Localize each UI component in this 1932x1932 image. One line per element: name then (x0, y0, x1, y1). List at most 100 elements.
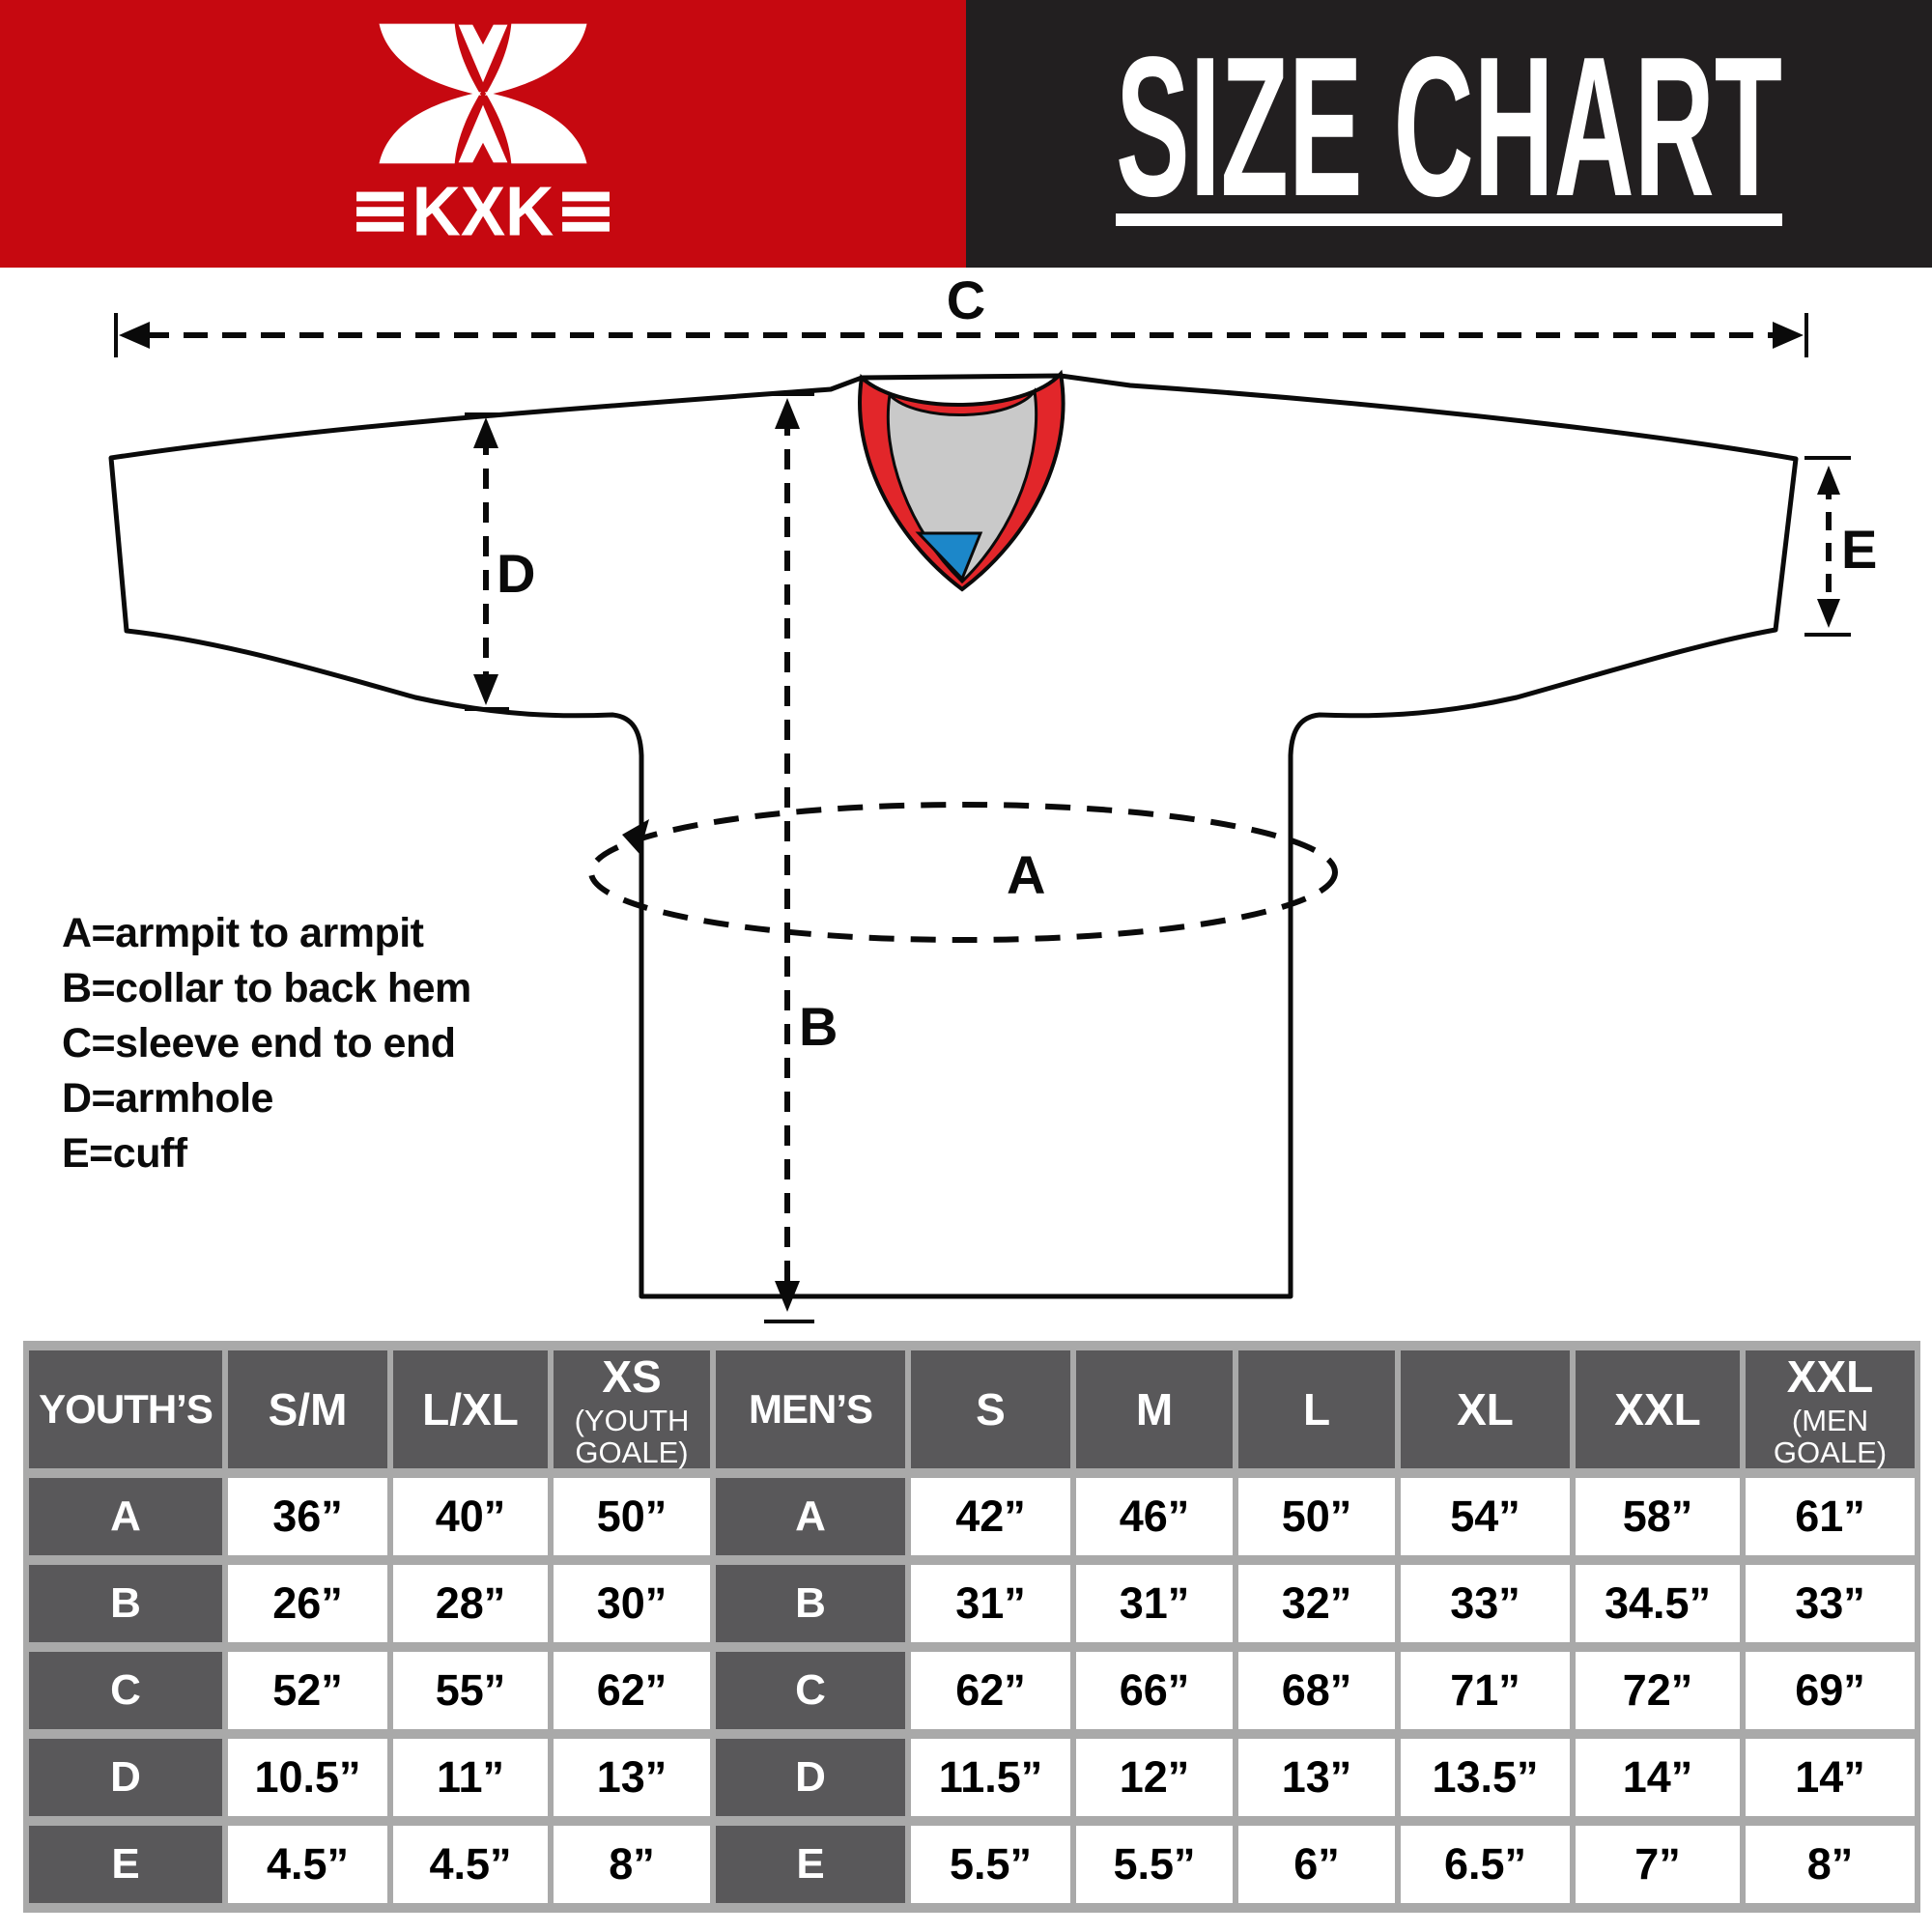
col-youths: YOUTH’S (29, 1350, 222, 1468)
ellipse-arrowhead (622, 819, 649, 854)
cell: 4.5” (228, 1826, 387, 1903)
row-d-men-key: D (716, 1739, 905, 1816)
cell: 40” (393, 1478, 548, 1555)
cell: 69” (1746, 1652, 1915, 1729)
cell: 72” (1576, 1652, 1740, 1729)
cell: 31” (1076, 1565, 1233, 1642)
dim-a-ellipse (588, 802, 1338, 943)
cell: 71” (1401, 1652, 1570, 1729)
legend-b: B=collar to back hem (62, 965, 471, 1011)
cell: 5.5” (1076, 1826, 1233, 1903)
cell: 7” (1576, 1826, 1740, 1903)
legend-d: D=armhole (62, 1075, 273, 1122)
legend-c: C=sleeve end to end (62, 1020, 456, 1066)
cell: 33” (1401, 1565, 1570, 1642)
table-row: D 10.5” 11” 13” D 11.5” 12” 13” 13.5” 14… (29, 1739, 1915, 1816)
cell: 13.5” (1401, 1739, 1570, 1816)
table-row: B 26” 28” 30” B 31” 31” 32” 33” 34.5” 33… (29, 1565, 1915, 1642)
col-youth-lxl: L/XL (393, 1350, 548, 1468)
cell: 66” (1076, 1652, 1233, 1729)
cell: 11” (393, 1739, 548, 1816)
logo-banner: KXK (0, 0, 966, 268)
cell: 30” (554, 1565, 710, 1642)
legend-e: E=cuff (62, 1130, 187, 1177)
row-b-youth-key: B (29, 1565, 222, 1642)
col-men-xxl-goalie: XXL (MEN GOALE) (1746, 1350, 1915, 1468)
col-youth-sm: S/M (228, 1350, 387, 1468)
table-row: A 36” 40” 50” A 42” 46” 50” 54” 58” 61” (29, 1478, 1915, 1555)
table-header-row: YOUTH’S S/M L/XL XS (YOUTH GOALE) MEN’S … (29, 1350, 1915, 1468)
table-row: C 52” 55” 62” C 62” 66” 68” 71” 72” 69” (29, 1652, 1915, 1729)
cell: 34.5” (1576, 1565, 1740, 1642)
title-underline (1116, 213, 1782, 226)
col-youth-xs-main: XS (602, 1351, 662, 1402)
jersey-measurement-diagram: C D B A E (108, 275, 1877, 1323)
cell: 6” (1238, 1826, 1395, 1903)
page-header: KXK SIZE CHART (0, 0, 1932, 268)
size-chart-table: YOUTH’S S/M L/XL XS (YOUTH GOALE) MEN’S … (23, 1341, 1920, 1913)
row-c-youth-key: C (29, 1652, 222, 1729)
logo-text: KXK (412, 174, 554, 249)
table-row: E 4.5” 4.5” 8” E 5.5” 5.5” 6” 6.5” 7” 8” (29, 1826, 1915, 1903)
cell: 10.5” (228, 1739, 387, 1816)
title-banner: SIZE CHART (966, 0, 1932, 268)
cell: 4.5” (393, 1826, 548, 1903)
label-a: A (1007, 844, 1045, 905)
col-men-s: S (911, 1350, 1070, 1468)
col-men-l: L (1238, 1350, 1395, 1468)
cell: 8” (1746, 1826, 1915, 1903)
cell: 61” (1746, 1478, 1915, 1555)
legend-a: A=armpit to armpit (62, 910, 424, 956)
cell: 52” (228, 1652, 387, 1729)
cell: 46” (1076, 1478, 1233, 1555)
col-men-xxl2-sub: (MEN GOALE) (1773, 1404, 1888, 1469)
cell: 55” (393, 1652, 548, 1729)
cell: 58” (1576, 1478, 1740, 1555)
row-a-youth-key: A (29, 1478, 222, 1555)
row-c-men-key: C (716, 1652, 905, 1729)
cell: 62” (554, 1652, 710, 1729)
row-e-men-key: E (716, 1826, 905, 1903)
cell: 26” (228, 1565, 387, 1642)
cell: 68” (1238, 1652, 1395, 1729)
cell: 14” (1576, 1739, 1740, 1816)
cell: 8” (554, 1826, 710, 1903)
cell: 36” (228, 1478, 387, 1555)
cell: 28” (393, 1565, 548, 1642)
label-d: D (497, 543, 535, 604)
cell: 31” (911, 1565, 1070, 1642)
title-block: SIZE CHART (1116, 15, 1782, 238)
label-c: C (947, 275, 985, 330)
row-b-men-key: B (716, 1565, 905, 1642)
col-mens: MEN’S (716, 1350, 905, 1468)
cell: 32” (1238, 1565, 1395, 1642)
collar-insert (915, 531, 983, 582)
cell: 54” (1401, 1478, 1570, 1555)
col-youth-xs-goalie: XS (YOUTH GOALE) (554, 1350, 710, 1468)
page-title: SIZE CHART (1116, 15, 1782, 238)
cell: 5.5” (911, 1826, 1070, 1903)
row-e-youth-key: E (29, 1826, 222, 1903)
cell: 62” (911, 1652, 1070, 1729)
measurement-legend: A=armpit to armpit B=collar to back hem … (62, 906, 471, 1181)
col-men-xxl: XXL (1576, 1350, 1740, 1468)
col-men-m: M (1076, 1350, 1233, 1468)
row-a-men-key: A (716, 1478, 905, 1555)
cell: 11.5” (911, 1739, 1070, 1816)
col-youth-xs-sub: (YOUTH GOALE) (574, 1404, 690, 1469)
cell: 13” (554, 1739, 710, 1816)
cell: 6.5” (1401, 1826, 1570, 1903)
cell: 42” (911, 1478, 1070, 1555)
col-men-xl: XL (1401, 1350, 1570, 1468)
cell: 12” (1076, 1739, 1233, 1816)
cell: 14” (1746, 1739, 1915, 1816)
col-men-xxl2-main: XXL (1786, 1351, 1874, 1402)
cell: 33” (1746, 1565, 1915, 1642)
cell: 50” (1238, 1478, 1395, 1555)
kxk-logo-icon: KXK (356, 23, 610, 249)
cell: 13” (1238, 1739, 1395, 1816)
cell: 50” (554, 1478, 710, 1555)
row-d-youth-key: D (29, 1739, 222, 1816)
label-e: E (1841, 519, 1877, 580)
label-b: B (799, 996, 838, 1057)
